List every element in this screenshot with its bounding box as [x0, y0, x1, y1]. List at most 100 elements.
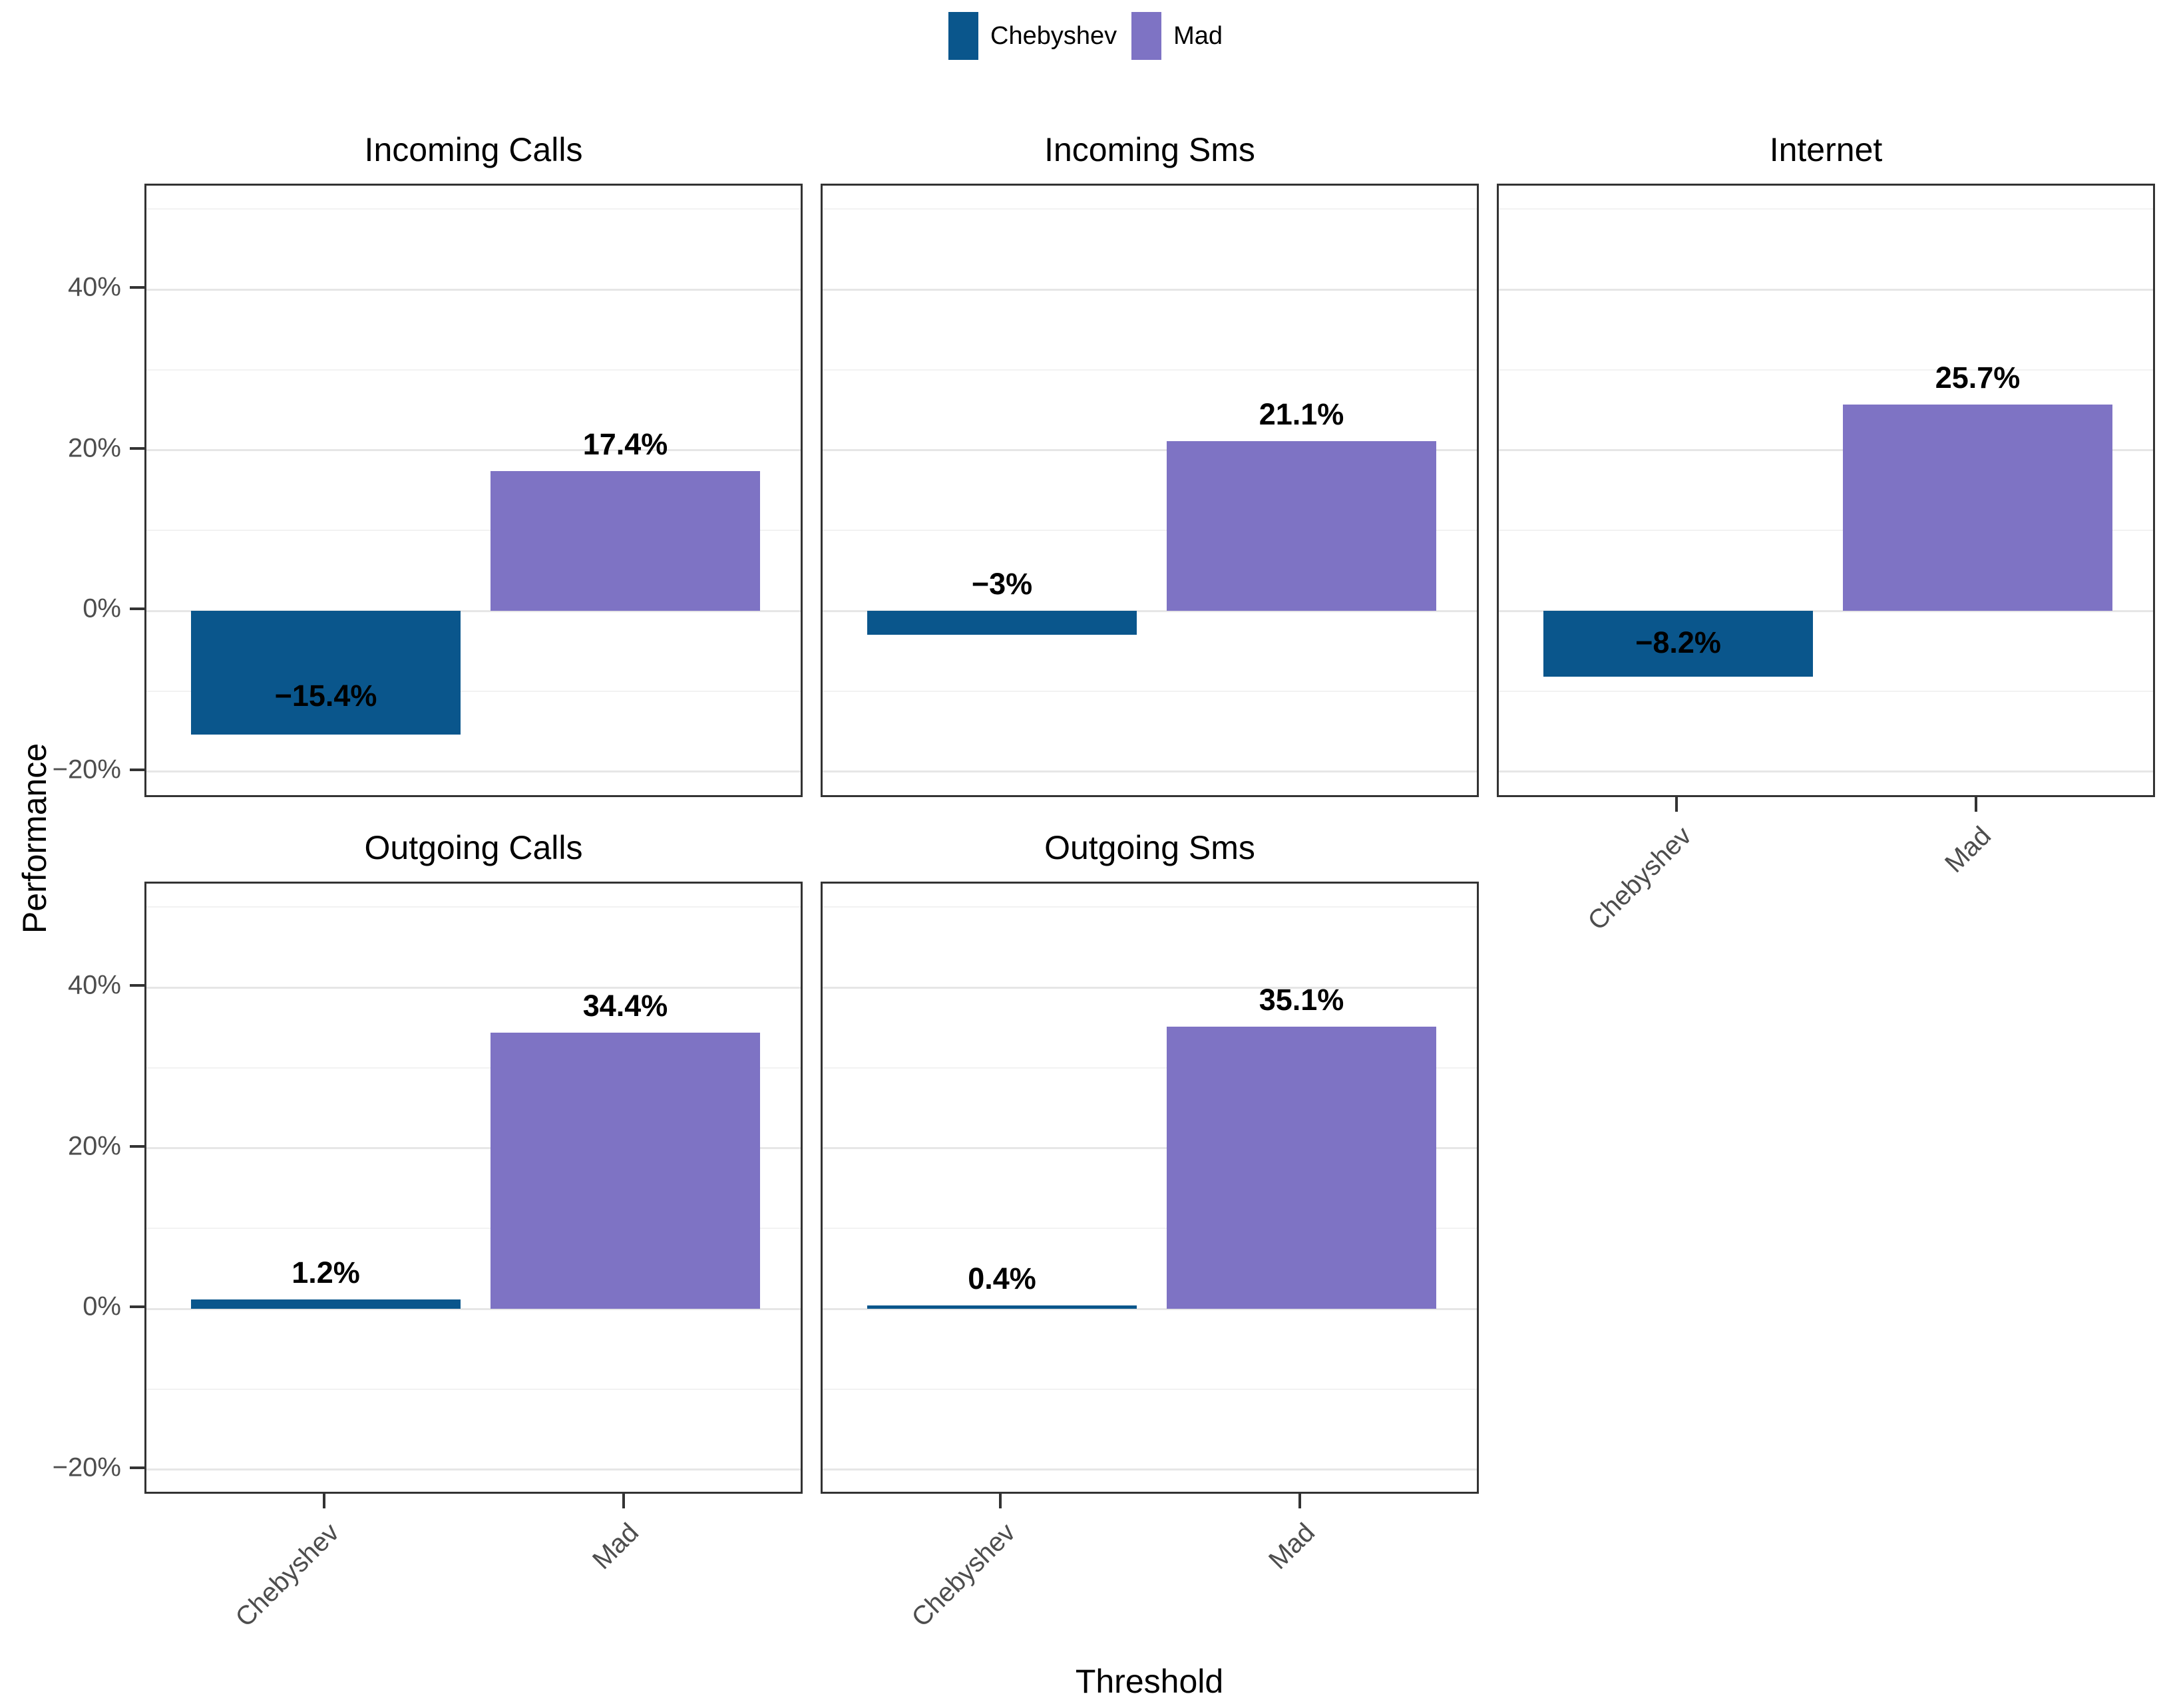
bar-mad	[1167, 1027, 1436, 1309]
y-tick-mark	[130, 1466, 144, 1469]
minor-gridline	[146, 369, 801, 371]
facet-title: Incoming Sms	[1044, 131, 1255, 168]
major-gridline	[1499, 288, 2153, 291]
bar-value-label: 34.4%	[582, 988, 668, 1023]
y-tick-label: 0%	[83, 594, 121, 623]
bar-value-label: −8.2%	[1635, 625, 1721, 659]
facet-title: Incoming Calls	[364, 131, 583, 168]
minor-gridline	[146, 906, 801, 908]
bar-mad	[491, 470, 760, 611]
minor-gridline	[823, 208, 1477, 210]
major-gridline	[823, 986, 1477, 989]
major-gridline	[1499, 609, 2153, 612]
y-tick-mark	[130, 984, 144, 987]
bar-chebyshev	[191, 1299, 461, 1309]
y-tick-mark	[130, 286, 144, 289]
bar-chebyshev	[867, 611, 1137, 635]
major-gridline	[146, 1468, 801, 1470]
minor-gridline	[1499, 369, 2153, 371]
bar-chebyshev	[191, 611, 461, 735]
facet-panel: −15.4% 17.4%	[144, 184, 803, 797]
y-tick-mark	[130, 768, 144, 771]
legend-label: Chebyshev	[990, 22, 1117, 50]
minor-gridline	[823, 369, 1477, 371]
minor-gridline	[1499, 530, 2153, 532]
bar-value-label: 25.7%	[1935, 360, 2021, 395]
bar-value-label: 35.1%	[1259, 983, 1344, 1017]
facet-title: Internet	[1769, 131, 1883, 168]
minor-gridline	[1499, 690, 2153, 692]
facet-panel: 0.4% 35.1%	[821, 882, 1479, 1494]
bar-mad	[491, 1032, 760, 1309]
y-tick-mark	[130, 607, 144, 610]
minor-gridline	[146, 1228, 801, 1230]
x-tick-mark	[322, 1494, 325, 1508]
y-tick-label: 40%	[67, 272, 121, 302]
x-tick-mark	[1675, 797, 1678, 812]
x-tick-label-chebyshev: Chebyshev	[229, 1518, 345, 1633]
y-tick-mark	[130, 1305, 144, 1308]
major-gridline	[823, 1307, 1477, 1310]
legend-swatch-mad	[1131, 12, 1162, 60]
major-gridline	[146, 986, 801, 989]
facet-panel: 1.2% 34.4%	[144, 882, 803, 1494]
bar-value-label: −15.4%	[274, 679, 377, 713]
legend: Chebyshev Mad	[948, 12, 1223, 60]
minor-gridline	[146, 208, 801, 210]
minor-gridline	[146, 1067, 801, 1069]
bar-value-label: 1.2%	[292, 1255, 360, 1289]
minor-gridline	[146, 690, 801, 692]
y-tick-label: 20%	[67, 433, 121, 462]
minor-gridline	[146, 530, 801, 532]
minor-gridline	[823, 1228, 1477, 1230]
major-gridline	[146, 288, 801, 291]
minor-gridline	[146, 1388, 801, 1390]
x-tick-mark	[1298, 1494, 1301, 1508]
facet-panel: −3% 21.1%	[821, 184, 1479, 797]
bar-value-label: 21.1%	[1259, 397, 1344, 432]
legend-item-mad: Mad	[1131, 12, 1223, 60]
major-gridline	[823, 288, 1477, 291]
y-tick-label: 40%	[67, 970, 121, 1000]
major-gridline	[1499, 770, 2153, 772]
x-tick-mark	[1974, 797, 1977, 812]
minor-gridline	[823, 1067, 1477, 1069]
y-tick-label: 20%	[67, 1131, 121, 1160]
major-gridline	[146, 449, 801, 451]
x-tick-mark	[998, 1494, 1002, 1508]
major-gridline	[823, 1147, 1477, 1149]
bar-chebyshev	[867, 1305, 1137, 1309]
y-tick-label: −20%	[52, 755, 121, 784]
bar-mad	[1167, 441, 1436, 611]
facet-panel: −8.2% 25.7%	[1497, 184, 2155, 797]
minor-gridline	[823, 690, 1477, 692]
legend-label: Mad	[1173, 22, 1223, 50]
x-tick-mark	[622, 1494, 625, 1508]
x-tick-label-chebyshev: Chebyshev	[905, 1518, 1021, 1633]
x-tick-label-chebyshev: Chebyshev	[1581, 821, 1697, 936]
major-gridline	[823, 449, 1477, 451]
legend-item-chebyshev: Chebyshev	[948, 12, 1117, 60]
legend-swatch-chebyshev	[948, 12, 978, 60]
major-gridline	[823, 609, 1477, 612]
major-gridline	[146, 770, 801, 772]
bar-mad	[1843, 404, 2112, 611]
facet-title: Outgoing Sms	[1044, 829, 1255, 866]
y-tick-label: −20%	[52, 1452, 121, 1482]
major-gridline	[146, 1147, 801, 1149]
y-tick-mark	[130, 446, 144, 450]
major-gridline	[146, 609, 801, 612]
bar-value-label: 17.4%	[582, 427, 668, 461]
bar-chebyshev	[1543, 611, 1813, 677]
y-tick-mark	[130, 1144, 144, 1148]
bar-value-label: 0.4%	[968, 1262, 1036, 1296]
facet-title: Outgoing Calls	[364, 829, 583, 866]
bar-value-label: −3%	[971, 567, 1033, 601]
minor-gridline	[823, 530, 1477, 532]
x-tick-label-mad: Mad	[1939, 821, 1997, 879]
minor-gridline	[823, 906, 1477, 908]
x-axis-title: Threshold	[1075, 1663, 1224, 1700]
minor-gridline	[823, 1388, 1477, 1390]
major-gridline	[823, 770, 1477, 772]
